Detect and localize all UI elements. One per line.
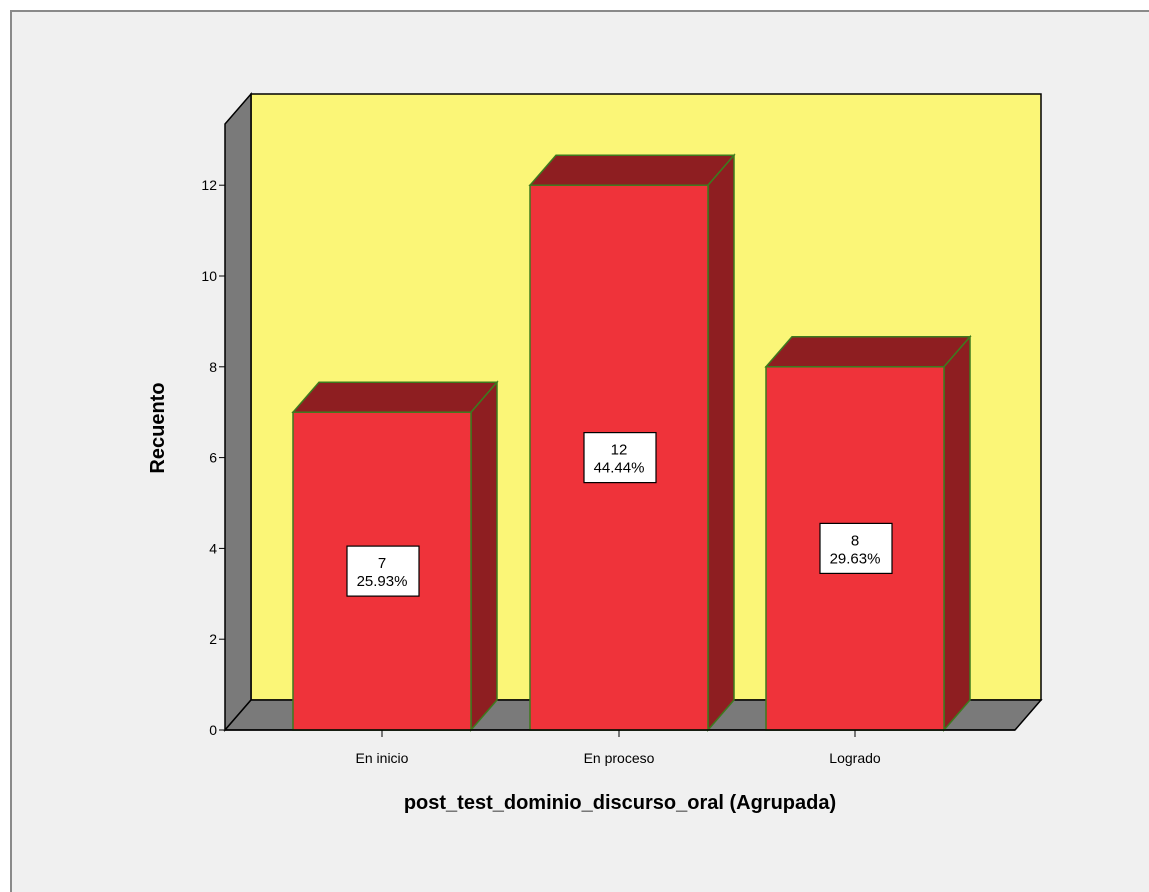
y-axis: 0 2 4 6 8 10 12 (201, 124, 226, 738)
bar-2: 829.63% (764, 334, 972, 733)
data-label-box (819, 522, 893, 575)
bar-0: 725.93% (291, 380, 499, 733)
bar-side (470, 380, 498, 733)
data-label-percent: 25.93% (357, 573, 408, 590)
bar-top (764, 336, 972, 368)
y-tick-label: 6 (209, 450, 217, 466)
data-label-count: 12 (611, 442, 628, 459)
y-axis-title: Recuento (147, 382, 169, 473)
x-tick-label: En inicio (356, 750, 409, 766)
data-label-count: 7 (378, 555, 386, 572)
data-label-percent: 44.44% (594, 460, 645, 477)
x-axis-title: post_test_dominio_discurso_oral (Agrupad… (404, 792, 836, 814)
y-tick-label: 4 (209, 540, 217, 556)
data-label-count: 8 (851, 532, 859, 549)
bar-side (707, 153, 735, 733)
data-label-box (346, 545, 420, 597)
side-wall (224, 91, 252, 733)
y-tick-label: 10 (201, 268, 217, 284)
y-tick-label: 8 (209, 359, 217, 375)
x-tick-label: En proceso (584, 750, 655, 766)
bar-top (528, 154, 736, 186)
y-tick-label: 12 (201, 177, 217, 193)
data-label-box (583, 432, 657, 484)
data-label-percent: 29.63% (830, 550, 881, 567)
y-tick-label: 2 (209, 631, 217, 647)
x-tick-label: Logrado (829, 750, 881, 766)
bar-side (943, 334, 971, 733)
y-tick-label: 0 (209, 722, 217, 738)
x-axis: En inicio En proceso Logrado (225, 729, 1015, 766)
bar-top (291, 381, 499, 413)
